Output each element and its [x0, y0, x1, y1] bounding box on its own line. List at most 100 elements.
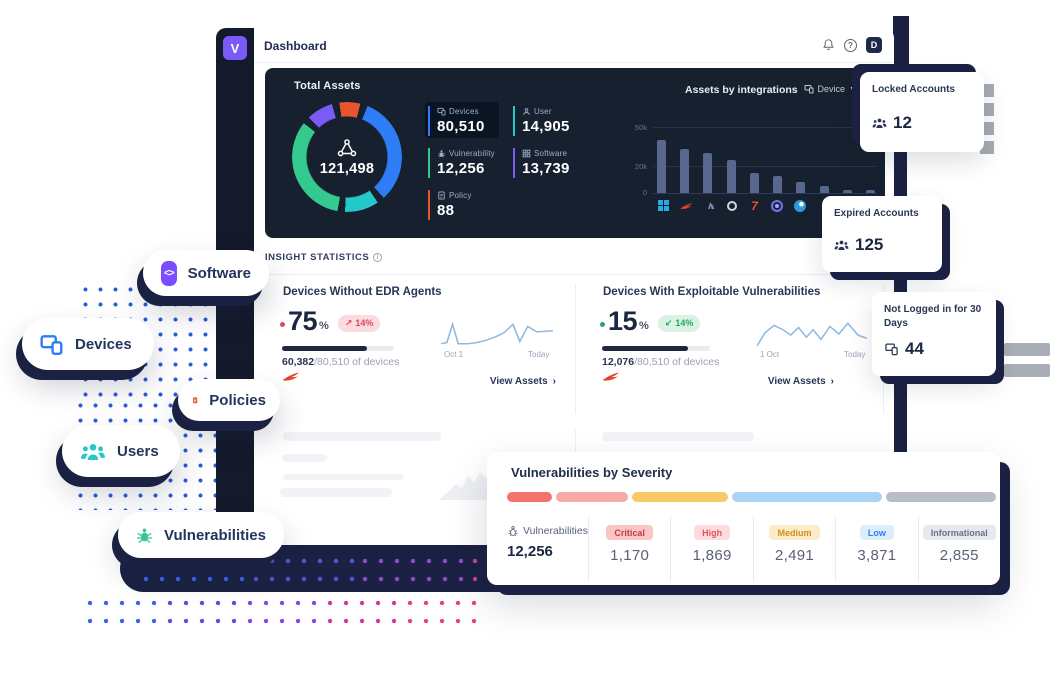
medium-badge: Medium [769, 525, 820, 540]
locked-accounts-title: Locked Accounts [872, 84, 955, 95]
stat-user: User 14,905 [513, 106, 602, 136]
bar [796, 182, 806, 193]
stat-software: Software 13,739 [513, 148, 602, 178]
skeleton-bar [283, 474, 404, 480]
insight-divider-1 [575, 284, 576, 414]
expired-accounts-value-row: 125 [834, 235, 930, 255]
integration-icon-windows [657, 199, 670, 212]
crowdstrike-falcon-icon [282, 372, 300, 381]
gridline-20k [653, 166, 877, 167]
skeleton-bar [280, 488, 392, 497]
severity-segment-high [555, 492, 628, 502]
logo-letter: V [230, 40, 240, 56]
stat-value: 12,256 [437, 160, 485, 177]
y-tick-0: 0 [642, 188, 647, 197]
users-icon [834, 240, 849, 250]
pill-users[interactable]: Users [62, 425, 180, 477]
device-filter-dropdown[interactable]: Device ▼ [804, 84, 856, 94]
app-logo[interactable]: V [223, 36, 247, 60]
y-tick-20k: 20k [634, 162, 647, 171]
exploitable-fraction: 12,076/80,510 of devices [602, 356, 720, 368]
edr-progress [282, 346, 394, 351]
section-divider [254, 274, 894, 275]
bug-icon [136, 528, 153, 543]
low-badge: Low [859, 525, 894, 540]
severity-total-column: Vulnerabilities 12,256 [487, 516, 588, 582]
bell-icon[interactable] [822, 38, 835, 52]
pill-software[interactable]: <> Software [143, 250, 269, 296]
help-icon[interactable]: ? [844, 38, 857, 52]
edr-percent: 75 [288, 306, 318, 336]
skeleton-bar [283, 432, 441, 441]
software-icon [522, 149, 531, 158]
bar [749, 173, 759, 193]
integrations-chart-title: Assets by integrations [685, 84, 798, 96]
integration-icon-azure [703, 199, 716, 212]
stat-label: Vulnerability [437, 149, 517, 158]
informational-badge: Informational [922, 525, 996, 540]
decor-gray-bar-1 [1004, 343, 1050, 356]
severity-column-medium: Medium 2,491 [752, 516, 835, 582]
trend-badge-down: ↙ 14% [657, 315, 701, 332]
stat-policy: Policy 88 [428, 190, 517, 220]
stat-label: Policy [437, 191, 517, 200]
stat-vulnerability: Vulnerability 12,256 [428, 148, 517, 178]
stat-label: Software [522, 149, 602, 158]
skeleton-bar [602, 432, 754, 441]
stat-value: 14,905 [522, 118, 570, 135]
bar [819, 186, 829, 193]
donut-ring [292, 102, 402, 212]
integration-icon-target [771, 199, 784, 212]
total-assets-value: 121,498 [319, 161, 375, 177]
header-divider [254, 62, 894, 63]
severity-bar [507, 492, 996, 502]
exploitable-x-start: 1 Oct [760, 350, 780, 359]
locked-accounts-value: 12 [893, 112, 912, 132]
gridline-50k [653, 127, 877, 128]
users-icon [872, 118, 887, 128]
devices-icon [437, 107, 446, 116]
device-filter-label: Device [817, 84, 846, 94]
exploitable-x-end: Today [844, 350, 866, 359]
chevron-down-icon: ▼ [849, 85, 856, 93]
severity-segment-critical [507, 492, 552, 502]
critical-badge: Critical [606, 525, 653, 540]
pill-vulnerabilities[interactable]: Vulnerabilities [118, 512, 284, 558]
exploitable-percent-row: 15 % ↙ 14% [600, 306, 701, 336]
vulnerabilities-card-title: Vulnerabilities by Severity [511, 465, 673, 480]
donut-center: 121,498 [292, 102, 402, 212]
not-logged-in-value: 44 [905, 339, 924, 358]
exploitable-progress-fill [602, 346, 689, 351]
critical-value: 1,170 [610, 547, 650, 564]
trend-badge-up: ↗ 14% [337, 315, 381, 332]
expired-accounts-title: Expired Accounts [834, 208, 919, 219]
pill-policies[interactable]: Policies [178, 379, 280, 421]
high-value: 1,869 [692, 547, 732, 564]
devices-stat-highlight[interactable] [425, 102, 499, 138]
severity-segment-low [731, 492, 882, 502]
pill-devices[interactable]: Devices [22, 318, 154, 370]
total-assets-card: Total Assets 121,498 Devices 80,510 [265, 68, 885, 238]
severity-total-value: 12,256 [507, 543, 553, 560]
edr-view-assets-link[interactable]: View Assets › [489, 376, 556, 387]
info-icon[interactable]: i [373, 253, 383, 262]
insight-card-title-edr: Devices Without EDR Agents [283, 286, 442, 298]
user-avatar[interactable]: D [866, 37, 882, 53]
crowdstrike-falcon-icon [602, 372, 620, 381]
edr-progress-fill [282, 346, 368, 351]
trend-up-icon: ↗ [344, 318, 353, 328]
exploitable-view-assets-link[interactable]: View Assets › [767, 376, 834, 387]
insight-card-title-exploitable: Devices With Exploitable Vulnerabilities [603, 286, 821, 298]
skeleton-area-chart [438, 470, 496, 500]
topbar-actions: ? D [822, 37, 882, 53]
bar [842, 190, 852, 193]
decor-navy-strip [893, 16, 909, 74]
devices-icon [885, 343, 898, 356]
total-assets-title: Total Assets [294, 80, 361, 92]
bar [726, 160, 736, 193]
severity-segment-informational [885, 492, 996, 502]
locked-accounts-card: Locked Accounts 12 [860, 72, 984, 152]
trend-down-icon: ↙ [664, 318, 673, 328]
exploitable-percent: 15 [608, 306, 638, 336]
devices-icon [804, 85, 814, 94]
